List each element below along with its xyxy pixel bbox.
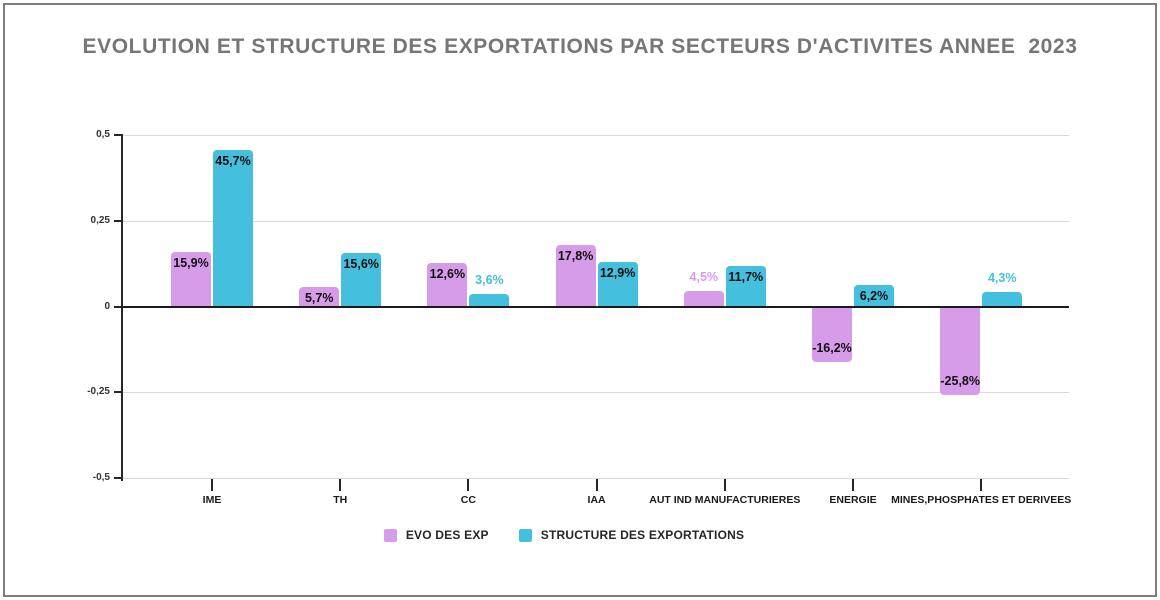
y-axis-tick-label: -0,25 [87, 386, 110, 398]
bar-value-label: 3,6% [475, 273, 504, 288]
bar-evo-des-exp [683, 291, 724, 307]
bar-value-label: -16,2% [812, 341, 852, 356]
bar-value-label: 4,5% [689, 270, 719, 285]
legend-item-evo-des-exp: EVO DES EXP [383, 528, 489, 542]
x-axis-tick [723, 479, 726, 491]
y-axis-tick-label: 0 [104, 300, 110, 312]
y-axis-tick [114, 391, 123, 394]
bar-value-label: 4,3% [987, 270, 1017, 285]
bar-evo-des-exp [940, 306, 981, 395]
zero-gridline [123, 305, 1069, 308]
bar-value-label: 12,9% [599, 266, 636, 281]
bar-value-label: -25,8% [940, 373, 980, 388]
bar-structure-des-exportations [213, 149, 253, 307]
y-axis-tick [114, 477, 123, 479]
legend-label-structure: STRUCTURE DES EXPORTATIONS [540, 528, 745, 542]
y-axis-tick-label: -0,5 [92, 472, 110, 483]
bar-value-label: 5,7% [304, 290, 334, 305]
bar-value-label: 15,6% [343, 256, 379, 271]
legend: EVO DES EXP STRUCTURE DES EXPORTATIONS [0, 528, 1128, 542]
bar-evo-des-exp [171, 251, 211, 307]
y-axis-tick-label: 0,5 [96, 129, 110, 140]
x-axis-tick-label: AUT IND MANUFACTURIERES [649, 494, 801, 506]
legend-item-structure-des-exportations: STRUCTURE DES EXPORTATIONS [518, 528, 745, 542]
bar-structure-des-exportations [854, 285, 894, 307]
x-axis-tick-label: IAA [587, 494, 606, 506]
legend-label-evo: EVO DES EXP [405, 528, 489, 542]
bar-value-label: 15,9% [173, 255, 209, 270]
bar-structure-des-exportations [982, 291, 1023, 307]
x-axis-tick [339, 479, 342, 491]
gridline [123, 135, 1069, 136]
gridline [123, 220, 1069, 222]
bar-value-label: 17,8% [557, 249, 594, 264]
y-axis-tick [114, 305, 123, 308]
bar-value-label: 6,2% [859, 289, 889, 304]
x-axis-tick [980, 479, 983, 491]
x-axis-tick [595, 479, 598, 491]
x-axis-tick-label: TH [333, 494, 348, 506]
bar-value-label: 12,6% [429, 267, 466, 282]
y-axis-line [121, 135, 123, 481]
bar-evo-des-exp [427, 263, 468, 307]
legend-swatch-structure-icon [518, 528, 532, 542]
gridline [123, 392, 1069, 394]
legend-swatch-evo-icon [383, 528, 397, 542]
x-axis-tick [211, 479, 213, 491]
bar-evo-des-exp [299, 286, 340, 307]
bar-evo-des-exp [812, 306, 852, 363]
bar-structure-des-exportations [341, 252, 382, 307]
bar-value-label: 11,7% [728, 270, 764, 285]
bar-structure-des-exportations [597, 262, 638, 307]
x-axis-tick-label: CC [460, 494, 476, 506]
bar-structure-des-exportations [469, 294, 510, 307]
bar-structure-des-exportations [725, 266, 766, 307]
x-axis-tick-label: MINES,PHOSPHATES ET DERIVEES [891, 494, 1072, 506]
x-axis-tick-label: IME [202, 494, 222, 506]
gridline [123, 478, 1069, 479]
chart-title: EVOLUTION ET STRUCTURE DES EXPORTATIONS … [82, 35, 1078, 58]
x-axis-tick [467, 479, 470, 491]
bar-evo-des-exp [555, 245, 596, 307]
y-axis-tick [114, 219, 123, 222]
x-axis-tick [852, 479, 854, 491]
x-axis-tick-label: ENERGIE [829, 494, 877, 506]
y-axis-tick-label: 0,25 [90, 214, 110, 226]
bar-value-label: 45,7% [215, 153, 251, 168]
y-axis-tick [114, 134, 123, 136]
